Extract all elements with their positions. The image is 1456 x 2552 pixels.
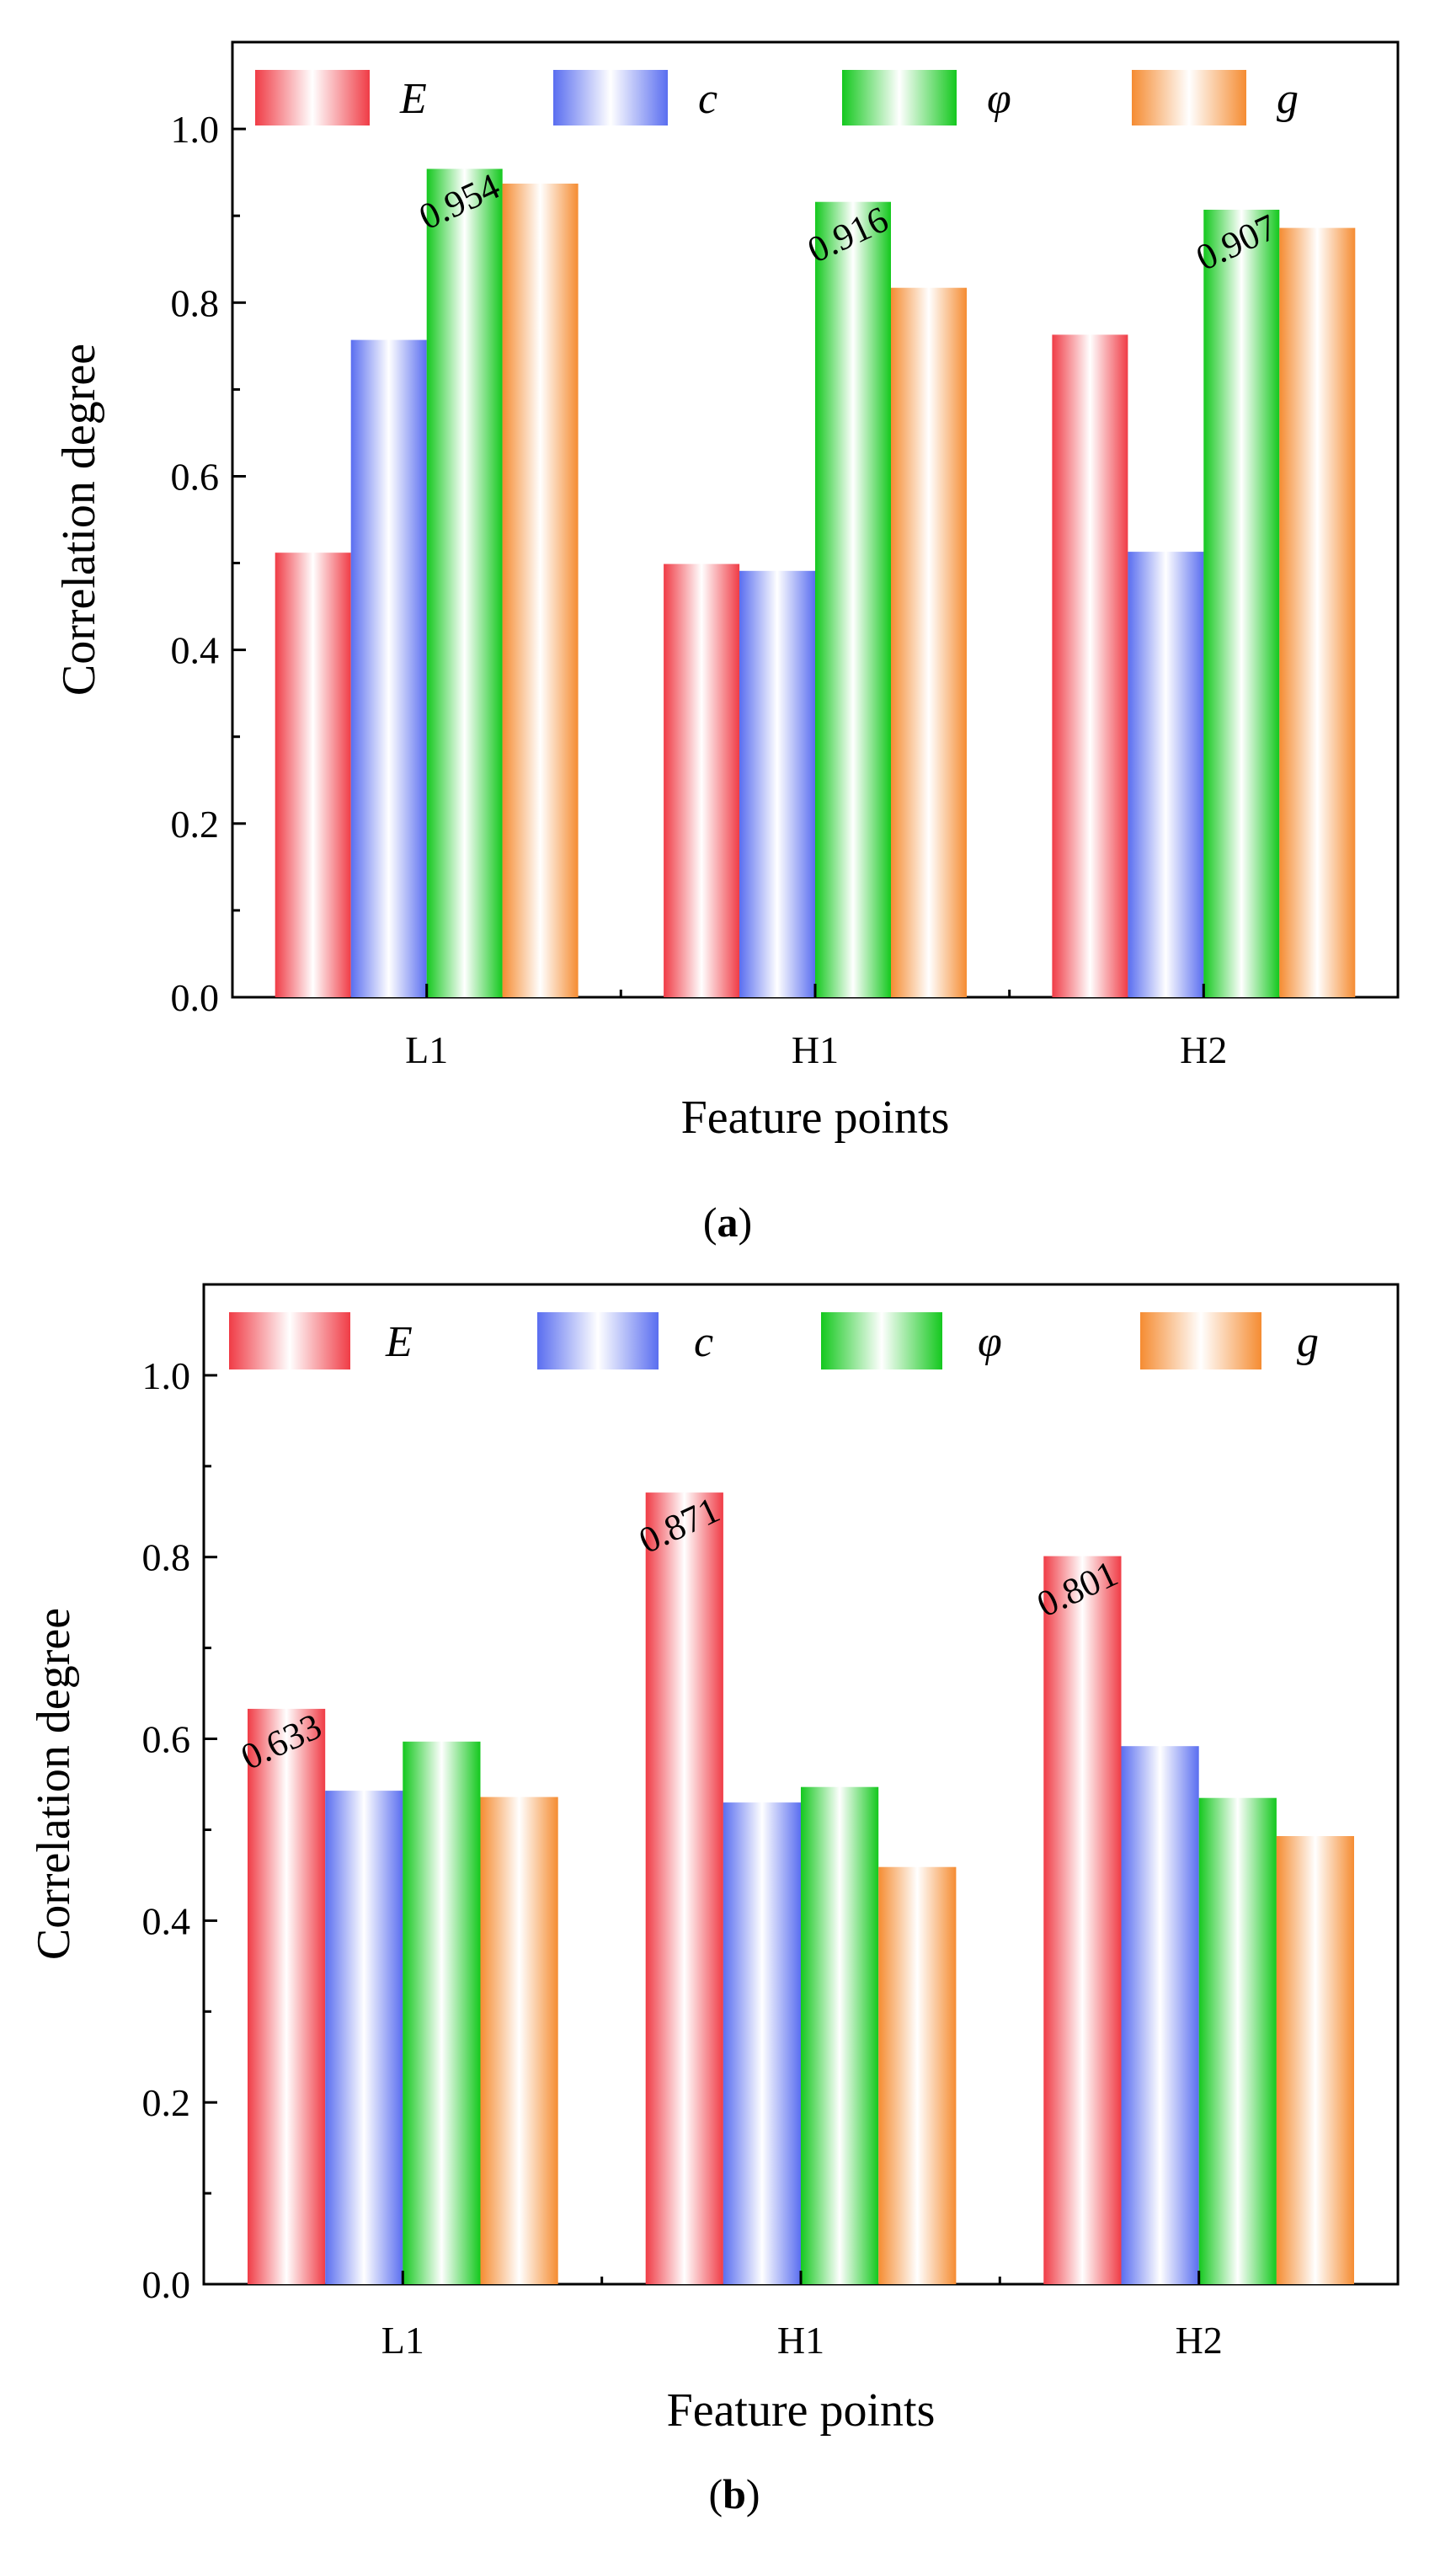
x-tick-label-h1: H1 — [777, 2319, 824, 2362]
x-tick-label-h1: H1 — [792, 1028, 839, 1071]
y-tick-label: 0.4 — [142, 1899, 191, 1942]
bar-c-h2 — [1128, 552, 1204, 997]
bar-g-h2 — [1279, 227, 1356, 998]
y-tick-label: 0.8 — [171, 281, 220, 324]
bar-phi-h1 — [801, 1786, 879, 2284]
y-axis-title: Correlation degree — [53, 344, 105, 696]
bar-c-l1 — [325, 1791, 403, 2284]
bar-e-h1 — [664, 563, 740, 997]
legend-swatch-c — [553, 70, 668, 125]
legend-swatch-g — [1140, 1312, 1261, 1369]
y-tick-label: 0.0 — [171, 976, 220, 1019]
bar-phi-h1 — [815, 201, 891, 997]
axis-ticks: 0.0 0.2 0.4 0.6 0.8 1.0 L1 H1 H2 — [142, 1354, 1223, 2362]
y-tick-label: 1.0 — [171, 108, 220, 151]
x-tick-label-l1: L1 — [381, 2319, 424, 2362]
legend-label-g: g — [1297, 1318, 1319, 1366]
legend-label-e: E — [385, 1318, 413, 1366]
bar-phi-l1 — [403, 1741, 481, 2284]
bar-e-h2 — [1052, 334, 1128, 997]
bar-c-h2 — [1121, 1746, 1199, 2284]
bar-c-l1 — [350, 339, 427, 998]
legend-swatch-phi — [842, 70, 957, 125]
legend-swatch-e — [255, 70, 370, 125]
panel-caption-letter: b — [723, 2470, 746, 2517]
bar-g-l1 — [480, 1797, 558, 2284]
x-axis-title: Feature points — [667, 2384, 936, 2437]
legend-swatch-c — [537, 1312, 659, 1369]
bar-g-h2 — [1276, 1836, 1354, 2284]
y-axis-title: Correlation degree — [28, 1608, 80, 1960]
x-tick-label-h2: H2 — [1176, 2319, 1223, 2362]
y-tick-label: 0.0 — [142, 2263, 191, 2306]
y-tick-label: 1.0 — [142, 1354, 191, 1397]
legend-label-phi: φ — [987, 75, 1011, 123]
bar-g-l1 — [502, 184, 579, 997]
y-tick-label: 0.8 — [142, 1536, 191, 1579]
y-tick-label: 0.4 — [171, 629, 220, 672]
bar-group — [275, 168, 1356, 998]
y-tick-label: 0.6 — [142, 1718, 191, 1761]
bar-group — [248, 1492, 1354, 2284]
bar-e-h1 — [645, 1492, 723, 2284]
y-tick-label: 0.2 — [142, 2081, 191, 2124]
legend-label-c: c — [698, 75, 717, 123]
x-tick-label-l1: L1 — [405, 1028, 448, 1071]
legend-label-e: E — [399, 75, 427, 123]
y-tick-label: 0.6 — [171, 456, 220, 499]
legend-label-g: g — [1277, 75, 1299, 123]
bar-c-h1 — [739, 570, 815, 997]
bar-e-l1 — [248, 1708, 326, 2284]
bar-g-h1 — [878, 1866, 957, 2284]
bar-e-l1 — [275, 553, 351, 997]
bar-phi-h2 — [1198, 1797, 1277, 2284]
legend-swatch-g — [1132, 70, 1246, 125]
bar-phi-h2 — [1203, 210, 1280, 997]
panel-caption-letter: a — [717, 1199, 739, 1246]
bar-g-h1 — [891, 287, 967, 997]
legend-label-phi: φ — [978, 1318, 1002, 1366]
x-tick-label-h2: H2 — [1180, 1028, 1227, 1071]
axis-ticks: 0.0 0.2 0.4 0.6 0.8 1.0 L1 H1 H2 — [171, 108, 1228, 1071]
bar-phi-l1 — [426, 168, 503, 997]
legend-swatch-e — [229, 1312, 350, 1369]
bar-e-h2 — [1043, 1556, 1122, 2284]
y-tick-label: 0.2 — [171, 803, 220, 846]
panel-caption-a: (a) — [703, 1199, 752, 1246]
bar-c-h1 — [723, 1802, 801, 2284]
panel-caption-b: (b) — [708, 2470, 760, 2517]
legend-label-c: c — [694, 1318, 713, 1366]
x-axis-title: Feature points — [681, 1092, 950, 1144]
legend-swatch-phi — [821, 1312, 942, 1369]
